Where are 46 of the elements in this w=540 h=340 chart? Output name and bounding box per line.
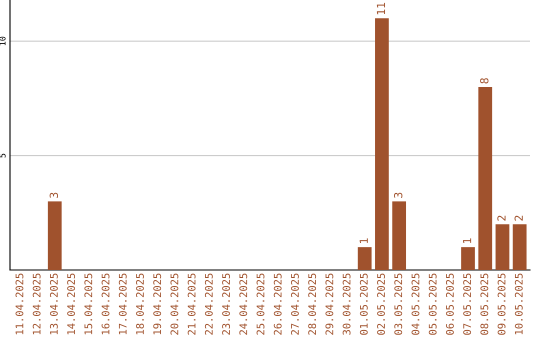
x-tick-label: 16.04.2025 <box>102 274 110 334</box>
x-tick-label: 05.05.2025 <box>428 274 437 335</box>
data-label: 1 <box>463 238 472 244</box>
x-tick-label: 02.05.2025 <box>377 274 385 335</box>
x-tick-label: 04.05.2025 <box>412 274 420 335</box>
bar <box>48 201 62 270</box>
bar <box>512 224 527 270</box>
x-tick-label: 08.05.2025 <box>480 274 488 335</box>
x-tick-label: 24.04.2025 <box>239 274 248 335</box>
x-tick-label: 12.04.2025 <box>32 274 41 334</box>
x-tick-label: 11.04.2025 <box>16 274 24 334</box>
x-tick-label: 21.04.2025 <box>188 274 196 335</box>
x-tick-label: 18.04.2025 <box>136 274 144 334</box>
data-label: 8 <box>480 78 488 84</box>
x-tick-label: 23.04.2025 <box>222 274 230 335</box>
x-tick-label: 14.04.2025 <box>67 274 76 334</box>
x-tick-label: 17.04.2025 <box>118 274 127 334</box>
x-tick-label: 20.04.2025 <box>170 274 178 335</box>
bar <box>496 224 510 270</box>
bar <box>461 247 475 270</box>
x-tick-label: 29.04.2025 <box>325 274 334 335</box>
x-tick-label: 03.05.2025 <box>394 274 402 335</box>
x-tick-label: 28.04.2025 <box>308 274 316 335</box>
data-label: 11 <box>376 2 386 14</box>
bar <box>392 201 406 270</box>
x-tick-label: 09.05.2025 <box>498 274 506 335</box>
x-tick-label: 26.04.2025 <box>274 274 282 335</box>
x-tick-label: 27.04.2025 <box>291 274 299 335</box>
bar <box>375 18 389 270</box>
x-tick-label: 10.05.2025 <box>514 274 523 334</box>
x-tick-label: 22.04.2025 <box>204 274 213 335</box>
x-tick-label: 25.04.2025 <box>256 274 264 335</box>
x-tick-label: 15.04.2025 <box>84 274 92 334</box>
x-tick-label: 30.04.2025 <box>342 274 351 335</box>
x-tick-label: 13.04.2025 <box>50 274 58 334</box>
data-label: 2 <box>514 216 523 221</box>
bar <box>478 86 492 270</box>
x-tick-label: 07.05.2025 <box>463 274 472 335</box>
x-tick-label: 01.05.2025 <box>360 274 368 335</box>
data-label: 3 <box>50 192 58 198</box>
x-tick-label: 19.04.2025 <box>153 274 162 334</box>
x-tick-label: 06.05.2025 <box>446 274 454 335</box>
data-label: 2 <box>497 216 506 221</box>
data-label: 1 <box>360 238 368 244</box>
bar <box>358 247 372 270</box>
data-label: 3 <box>394 192 402 198</box>
